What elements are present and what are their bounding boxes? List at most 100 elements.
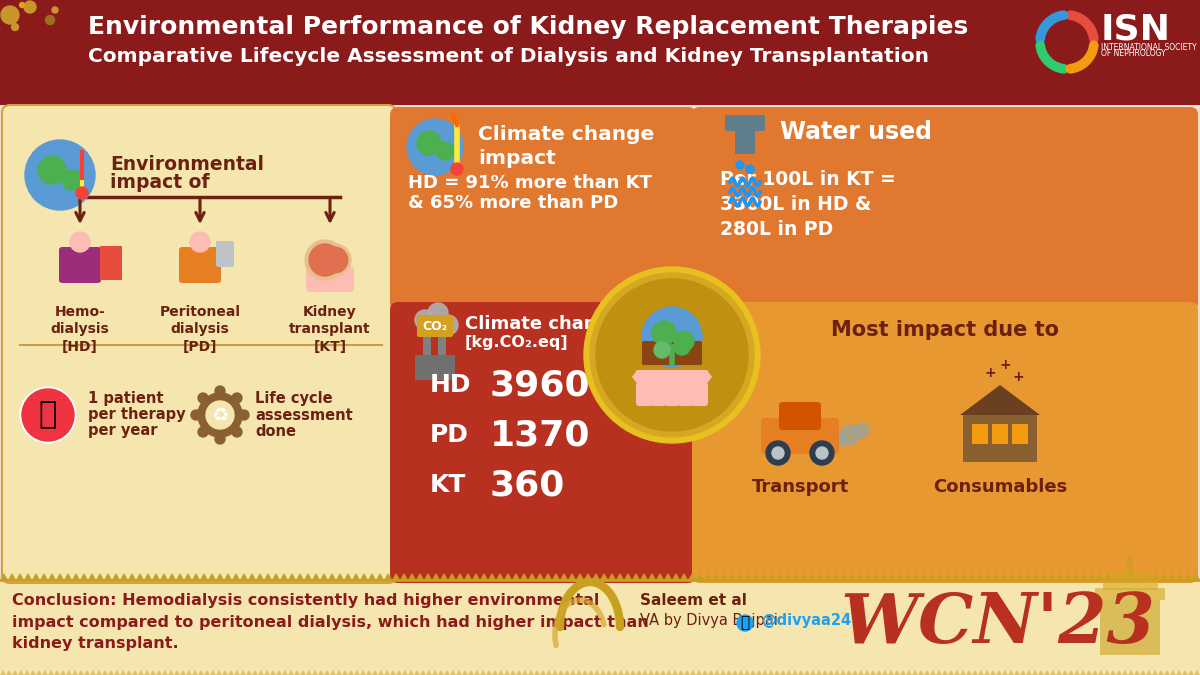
- Circle shape: [20, 387, 76, 443]
- Polygon shape: [504, 573, 512, 580]
- Text: VA by Divya Bajpai: VA by Divya Bajpai: [640, 613, 778, 628]
- Polygon shape: [936, 670, 942, 675]
- Polygon shape: [480, 670, 486, 675]
- Polygon shape: [840, 670, 846, 675]
- Polygon shape: [402, 670, 408, 675]
- Polygon shape: [80, 573, 88, 580]
- Polygon shape: [516, 670, 522, 675]
- FancyBboxPatch shape: [1110, 572, 1150, 582]
- Polygon shape: [288, 573, 296, 580]
- FancyBboxPatch shape: [0, 105, 1200, 580]
- Polygon shape: [1056, 573, 1064, 580]
- Polygon shape: [344, 573, 352, 580]
- Polygon shape: [1128, 573, 1136, 580]
- Text: impact of: impact of: [110, 173, 210, 192]
- Polygon shape: [564, 670, 570, 675]
- FancyBboxPatch shape: [779, 402, 821, 430]
- Polygon shape: [906, 670, 912, 675]
- Polygon shape: [536, 573, 544, 580]
- Polygon shape: [552, 573, 560, 580]
- Polygon shape: [160, 573, 168, 580]
- Polygon shape: [184, 573, 192, 580]
- Polygon shape: [654, 670, 660, 675]
- Polygon shape: [1096, 573, 1104, 580]
- Text: Per 100L in KT =
3300L in HD &
280L in PD: Per 100L in KT = 3300L in HD & 280L in P…: [720, 170, 895, 239]
- Polygon shape: [1184, 573, 1192, 580]
- Circle shape: [736, 161, 744, 169]
- Polygon shape: [288, 670, 294, 675]
- Polygon shape: [16, 573, 24, 580]
- Polygon shape: [924, 670, 930, 675]
- Polygon shape: [400, 573, 408, 580]
- Polygon shape: [342, 670, 348, 675]
- Polygon shape: [816, 670, 822, 675]
- Polygon shape: [570, 670, 576, 675]
- Text: +: +: [984, 366, 996, 380]
- Polygon shape: [300, 670, 306, 675]
- Polygon shape: [348, 670, 354, 675]
- Polygon shape: [208, 573, 216, 580]
- Polygon shape: [40, 573, 48, 580]
- Text: Climate change
impact: Climate change impact: [478, 125, 654, 167]
- Polygon shape: [594, 670, 600, 675]
- Polygon shape: [1032, 670, 1038, 675]
- Polygon shape: [474, 670, 480, 675]
- Polygon shape: [534, 670, 540, 675]
- Circle shape: [840, 425, 860, 445]
- Polygon shape: [396, 670, 402, 675]
- Polygon shape: [576, 670, 582, 675]
- Polygon shape: [378, 670, 384, 675]
- Polygon shape: [522, 670, 528, 675]
- Polygon shape: [210, 670, 216, 675]
- Polygon shape: [456, 670, 462, 675]
- Polygon shape: [1092, 670, 1098, 675]
- Circle shape: [418, 131, 442, 155]
- Polygon shape: [156, 670, 162, 675]
- Polygon shape: [1064, 573, 1072, 580]
- Text: 🐦: 🐦: [740, 616, 750, 630]
- Polygon shape: [18, 670, 24, 675]
- Polygon shape: [624, 670, 630, 675]
- Polygon shape: [104, 573, 112, 580]
- Polygon shape: [840, 573, 848, 580]
- Polygon shape: [1014, 670, 1020, 675]
- Polygon shape: [240, 670, 246, 675]
- Polygon shape: [56, 573, 64, 580]
- Polygon shape: [618, 670, 624, 675]
- Polygon shape: [1116, 670, 1122, 675]
- Circle shape: [76, 187, 88, 199]
- Polygon shape: [600, 573, 608, 580]
- Polygon shape: [472, 573, 480, 580]
- Circle shape: [198, 393, 208, 403]
- Text: assessment: assessment: [256, 408, 353, 423]
- Polygon shape: [540, 670, 546, 675]
- Polygon shape: [606, 670, 612, 675]
- Polygon shape: [120, 670, 126, 675]
- Polygon shape: [176, 573, 184, 580]
- Polygon shape: [656, 573, 664, 580]
- Polygon shape: [432, 573, 440, 580]
- Polygon shape: [462, 670, 468, 675]
- Polygon shape: [72, 670, 78, 675]
- Polygon shape: [252, 670, 258, 675]
- Circle shape: [407, 119, 463, 175]
- Polygon shape: [132, 670, 138, 675]
- FancyBboxPatch shape: [734, 122, 755, 154]
- Text: per year: per year: [88, 423, 157, 439]
- Polygon shape: [972, 670, 978, 675]
- FancyBboxPatch shape: [306, 266, 354, 292]
- Polygon shape: [952, 573, 960, 580]
- Polygon shape: [336, 573, 344, 580]
- Polygon shape: [60, 670, 66, 675]
- FancyBboxPatch shape: [1100, 600, 1160, 655]
- Circle shape: [215, 386, 226, 396]
- Polygon shape: [392, 573, 400, 580]
- Polygon shape: [1146, 670, 1152, 675]
- Text: Transport: Transport: [751, 478, 848, 496]
- Polygon shape: [72, 573, 80, 580]
- Circle shape: [198, 427, 208, 437]
- Text: Conclusion: Hemodialysis consistently had higher environmental
impact compared t: Conclusion: Hemodialysis consistently ha…: [12, 593, 649, 651]
- Polygon shape: [640, 573, 648, 580]
- Polygon shape: [24, 573, 32, 580]
- Polygon shape: [762, 670, 768, 675]
